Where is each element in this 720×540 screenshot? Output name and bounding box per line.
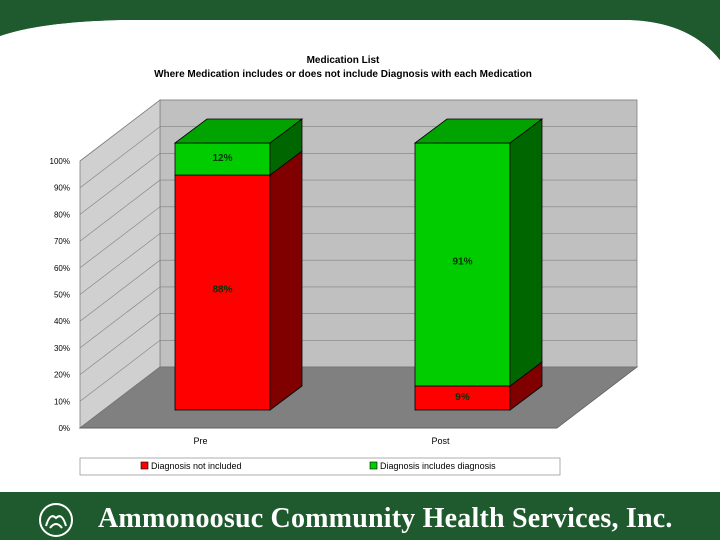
chart-subtitle: Where Medication includes or does not in… <box>154 69 532 80</box>
logo-icon <box>39 503 73 537</box>
data-labels: 88% 12% 9% 91% <box>212 153 472 403</box>
bar-segment <box>414 142 511 387</box>
header-band <box>0 0 720 60</box>
y-tick-label: 30% <box>54 344 70 353</box>
y-tick-label: 90% <box>54 184 70 193</box>
bar-segment-top <box>173 118 304 144</box>
bar-segment-top <box>413 118 544 144</box>
bar-segment-side <box>509 118 543 387</box>
chart-title: Medication List <box>307 55 380 66</box>
y-axis-ticks: 0% 10% 20% 30% 40% 50% 60% 70% 80% 90% 100% <box>50 157 70 433</box>
y-tick-label: 50% <box>54 291 70 300</box>
y-tick-label: 80% <box>54 210 70 219</box>
gridline <box>79 99 637 162</box>
bars <box>173 118 544 411</box>
y-tick-label: 10% <box>54 397 70 406</box>
x-category-label: Pre <box>193 436 207 446</box>
data-label: 88% <box>212 285 232 296</box>
x-category-label: Post <box>431 436 450 446</box>
legend-label-includes: Diagnosis includes diagnosis <box>380 461 496 471</box>
footer-organization-name: Ammonoosuc Community Health Services, In… <box>98 503 673 534</box>
floor <box>78 366 639 429</box>
data-label: 12% <box>212 153 232 164</box>
legend-label-not-included: Diagnosis not included <box>151 461 242 471</box>
legend-box <box>79 457 561 476</box>
y-tick-label: 70% <box>54 237 70 246</box>
data-label: 9% <box>455 392 470 403</box>
data-label: 91% <box>452 256 472 267</box>
y-tick-label: 20% <box>54 371 70 380</box>
y-tick-label: 0% <box>58 424 70 433</box>
y-tick-label: 100% <box>50 157 70 166</box>
y-tick-label: 60% <box>54 264 70 273</box>
legend-swatch-not-included <box>140 461 149 470</box>
bar-segment <box>174 174 271 411</box>
bar-segment <box>414 385 511 411</box>
x-axis-categories: Pre Post <box>193 436 450 446</box>
bar-segment <box>174 142 271 176</box>
y-tick-label: 40% <box>54 317 70 326</box>
bar-segment-side <box>269 150 303 411</box>
legend-swatch-includes <box>369 461 378 470</box>
